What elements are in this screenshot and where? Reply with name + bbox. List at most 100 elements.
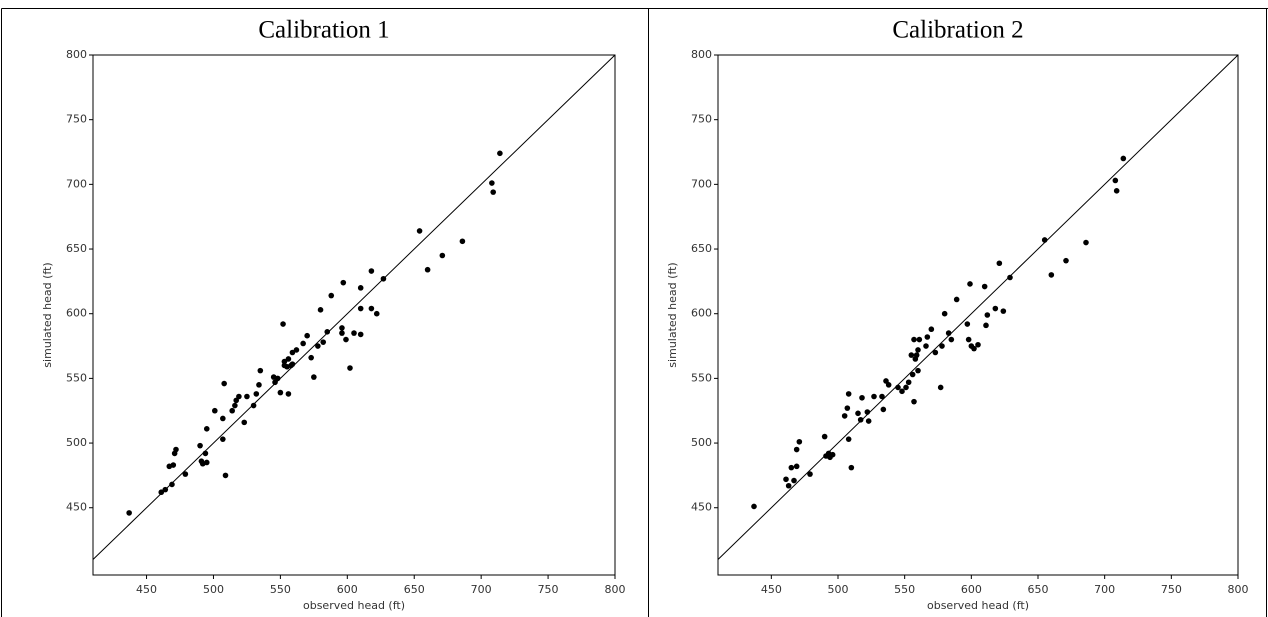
one-to-one-line: [92, 54, 616, 560]
y-tick-label: 600: [691, 307, 712, 320]
point: [911, 336, 917, 343]
point: [490, 189, 497, 195]
point: [380, 275, 387, 282]
point: [911, 398, 917, 405]
x-tick-label: 500: [203, 583, 224, 596]
y-tick-label: 650: [691, 242, 712, 255]
point: [340, 279, 347, 286]
point: [250, 402, 257, 409]
point: [244, 393, 250, 400]
y-axis-label: simulated head (ft): [41, 262, 54, 367]
point: [909, 371, 916, 378]
point: [793, 446, 800, 453]
point: [793, 463, 800, 470]
y-tick-label: 650: [66, 242, 87, 255]
point: [317, 307, 324, 313]
point: [343, 336, 349, 343]
x-tick-label: 750: [538, 583, 559, 596]
point: [339, 325, 345, 331]
point: [992, 305, 999, 312]
point: [791, 477, 797, 484]
x-tick-label: 700: [471, 583, 492, 596]
point: [222, 472, 229, 479]
point: [928, 326, 935, 333]
point: [908, 352, 915, 358]
point: [277, 389, 284, 396]
x-tick-label: 600: [961, 583, 982, 596]
point: [895, 384, 901, 391]
x-tick-label: 500: [828, 583, 849, 596]
point: [967, 281, 973, 287]
point: [304, 332, 310, 339]
x-axis-label: observed head (ft): [927, 599, 1029, 612]
one-to-one-line: [717, 54, 1239, 560]
y-tick-label: 750: [66, 113, 87, 126]
y-axis-label: simulated head (ft): [666, 262, 679, 367]
y-tick-label: 450: [691, 501, 712, 514]
point: [1113, 188, 1120, 194]
x-tick-label: 450: [761, 583, 782, 596]
point: [274, 375, 281, 382]
point: [899, 388, 905, 395]
point: [241, 419, 248, 426]
x-tick-label: 600: [337, 583, 358, 596]
y-tick-label: 500: [66, 436, 87, 449]
point: [373, 310, 380, 317]
point: [1120, 155, 1127, 162]
point: [924, 334, 931, 340]
point: [1083, 239, 1089, 246]
point: [489, 180, 495, 186]
point: [300, 340, 306, 347]
point: [257, 367, 264, 374]
point: [315, 343, 321, 349]
point: [351, 330, 357, 336]
point: [182, 471, 189, 477]
point: [1007, 274, 1013, 281]
point: [170, 462, 177, 468]
point: [964, 321, 971, 327]
x-tick-label: 800: [605, 583, 626, 596]
x-axis-label: observed head (ft): [303, 599, 405, 612]
point: [983, 322, 989, 329]
point: [497, 150, 503, 157]
point: [221, 380, 227, 387]
point: [785, 482, 792, 489]
point: [197, 442, 203, 449]
point: [855, 410, 861, 417]
point: [903, 384, 909, 391]
point: [439, 252, 446, 259]
point: [424, 266, 431, 273]
point: [357, 305, 364, 312]
point: [220, 436, 226, 442]
y-tick-label: 450: [66, 501, 87, 514]
point: [871, 393, 877, 400]
point: [281, 358, 288, 365]
point: [289, 361, 296, 367]
point: [229, 407, 235, 414]
x-tick-label: 700: [1094, 583, 1115, 596]
point: [173, 446, 179, 453]
point: [158, 489, 165, 496]
point: [1048, 272, 1055, 278]
point: [339, 330, 345, 336]
x-tick-label: 550: [894, 583, 915, 596]
point: [416, 228, 423, 234]
y-tick-label: 700: [691, 177, 712, 190]
point: [751, 503, 757, 510]
y-tick-label: 500: [691, 436, 712, 449]
point: [1000, 308, 1007, 314]
point: [203, 426, 210, 432]
point: [844, 405, 851, 411]
point: [932, 349, 939, 356]
chart-title: Calibration 1: [258, 17, 389, 44]
point: [1063, 257, 1069, 264]
point: [807, 471, 813, 477]
point: [879, 393, 885, 400]
point: [783, 476, 789, 483]
x-tick-label: 550: [270, 583, 291, 596]
point: [293, 347, 300, 353]
point: [841, 413, 848, 419]
point: [948, 336, 955, 343]
point: [308, 354, 314, 361]
point: [285, 391, 292, 397]
